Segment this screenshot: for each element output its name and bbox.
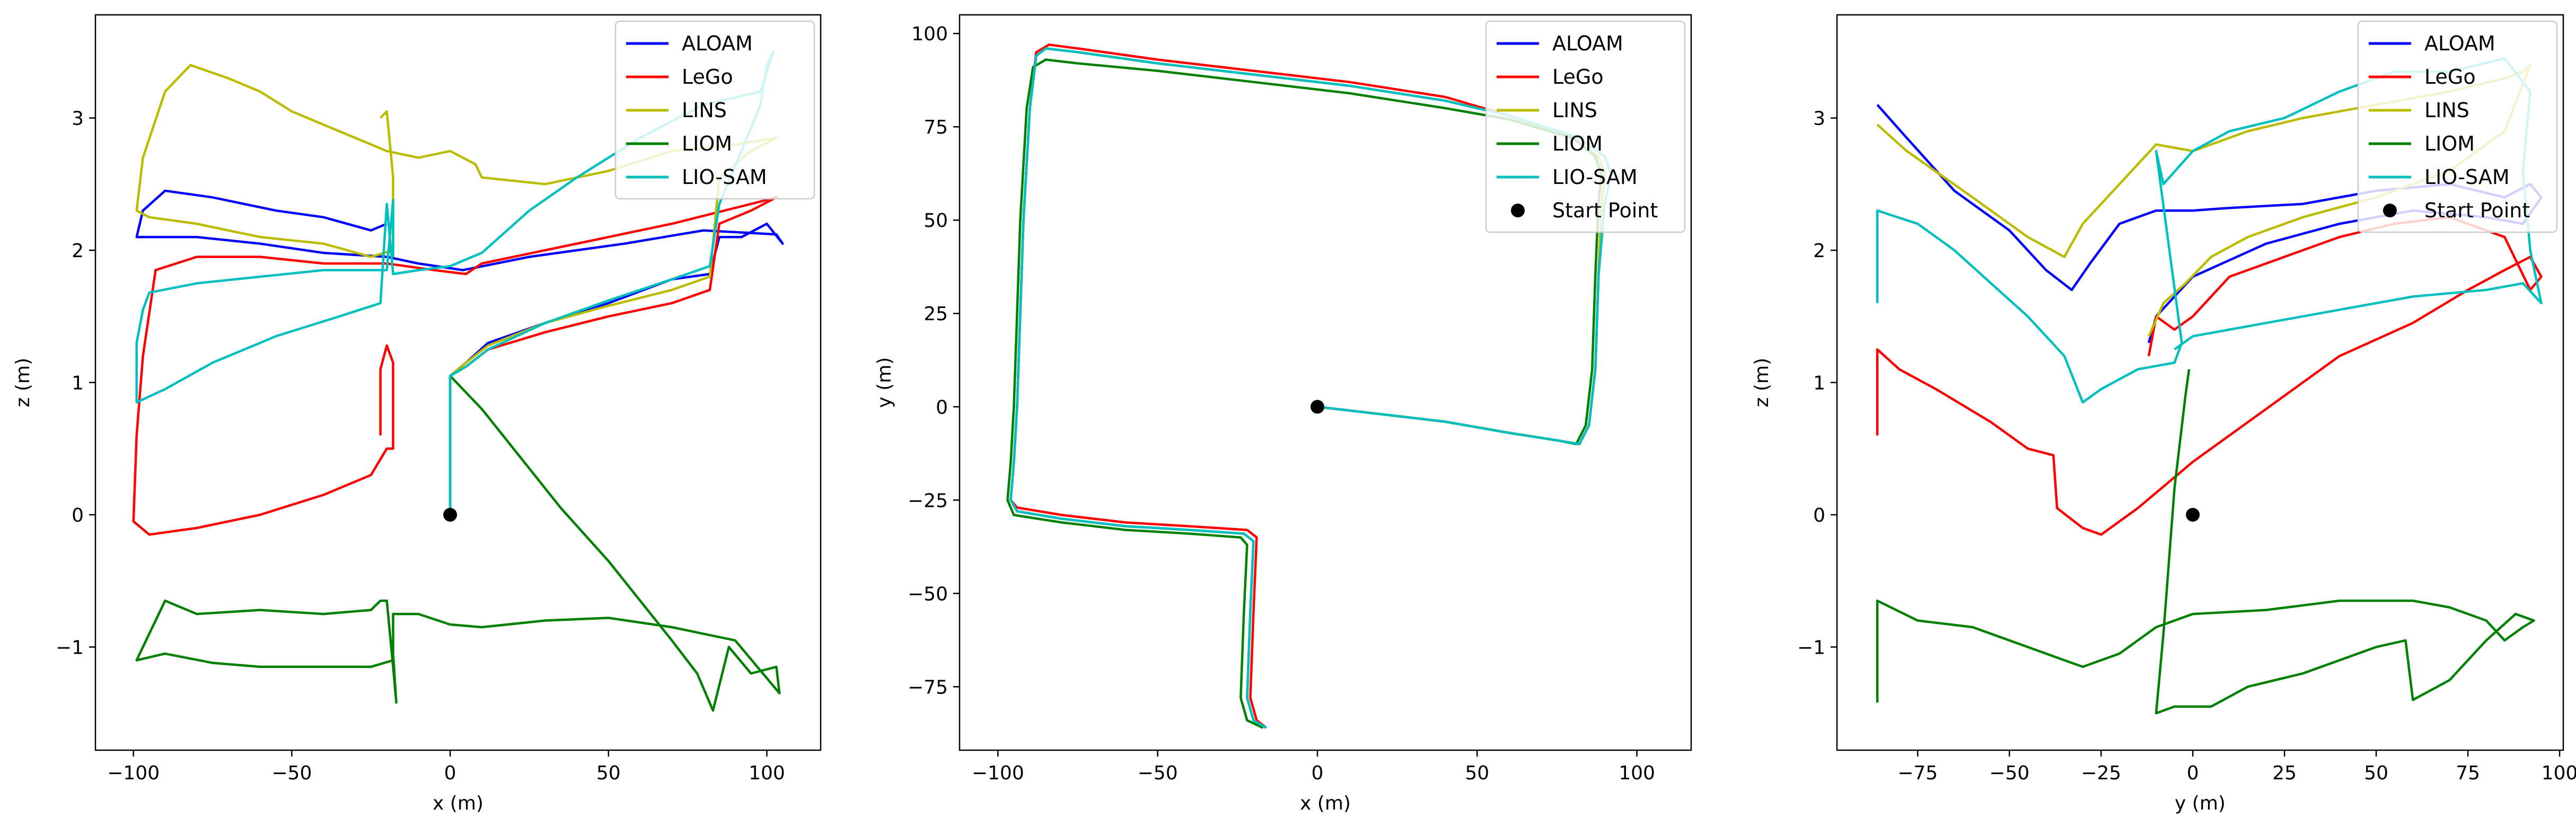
x-tick-label: −100: [107, 762, 160, 784]
y-tick-label: −75: [908, 676, 948, 698]
series-line-liom: [1876, 369, 2535, 715]
x-axis-label: x (m): [1300, 793, 1351, 814]
x-tick-label: 0: [444, 762, 456, 784]
series-line-lego: [1876, 216, 2543, 536]
x-tick-label: 25: [2272, 762, 2297, 784]
x-axis-label: x (m): [433, 793, 483, 814]
series-line-lio-sam: [135, 50, 775, 515]
y-tick-label: 75: [924, 117, 948, 138]
y-tick-label: 50: [924, 210, 948, 232]
legend-label: LINS: [1552, 99, 1597, 122]
legend-label: LeGo: [2424, 65, 2476, 89]
legend-marker-start-point: [2383, 204, 2397, 217]
legend-label: LeGo: [1552, 65, 1604, 89]
legend-label: ALOAM: [1552, 32, 1623, 55]
legend-label: LIOM: [1552, 132, 1603, 155]
legend-label: ALOAM: [682, 32, 753, 55]
start-point-marker: [443, 507, 458, 522]
legend-box: [1485, 20, 1686, 233]
x-tick-label: −50: [1989, 762, 2029, 784]
x-tick-label: 100: [749, 762, 785, 784]
y-tick-label: 3: [72, 108, 84, 130]
x-tick-label: −25: [2081, 762, 2121, 784]
legend-label: LINS: [2424, 99, 2469, 122]
y-tick-label: 3: [1813, 108, 1825, 130]
x-tick-label: 0: [2187, 762, 2199, 784]
legend-label: Start Point: [2424, 199, 2530, 222]
x-tick-label: 50: [596, 762, 621, 784]
series-line-aloam: [135, 189, 784, 515]
legend-box: [2357, 20, 2558, 233]
series-line-lio-sam: [1876, 57, 2543, 404]
legend-marker-start-point: [1511, 204, 1525, 217]
legend: ALOAM LeGo LINS LIOM LIO-SAM: [614, 20, 815, 200]
y-tick-label: 25: [924, 303, 948, 325]
y-axis-label: z (m): [1751, 358, 1773, 408]
legend-label: LINS: [682, 99, 727, 122]
y-tick-label: −1: [56, 637, 84, 658]
legend: ALOAM LeGo LINS LIOM LIO-SAM Start Point: [2357, 20, 2558, 233]
start-point-marker: [2186, 507, 2200, 522]
legend: ALOAM LeGo LINS LIOM LIO-SAM Start Point: [1485, 20, 1686, 233]
y-tick-label: 100: [911, 23, 948, 45]
x-tick-label: −50: [271, 762, 312, 784]
y-tick-label: −25: [908, 490, 948, 512]
x-tick-label: 0: [1311, 762, 1323, 784]
y-tick-label: −1: [1797, 637, 1825, 658]
x-tick-label: −100: [972, 762, 1024, 784]
legend-label: ALOAM: [2424, 32, 2495, 55]
y-axis-label: z (m): [12, 358, 34, 408]
x-tick-label: 100: [1619, 762, 1655, 784]
y-tick-label: 0: [72, 505, 84, 526]
y-axis-label: y (m): [874, 357, 895, 408]
y-tick-label: 0: [936, 397, 948, 418]
series-line-liom: [1006, 58, 1603, 729]
series-line-liom: [135, 375, 781, 712]
series-line-lins: [135, 64, 778, 515]
y-tick-label: 0: [1813, 505, 1825, 526]
x-tick-label: 100: [2542, 762, 2576, 784]
legend-box: [614, 20, 815, 200]
subplot-xz: −100 −50 0 50 100 −1 0 1 2 3 x (m) z (m) ALOAM LeGo LI…: [12, 14, 822, 814]
legend-label: LIO-SAM: [1552, 165, 1638, 189]
y-tick-label: 1: [1813, 373, 1825, 394]
legend-label: LeGo: [682, 65, 733, 89]
y-tick-label: 2: [72, 240, 84, 262]
axes-frame: [959, 14, 1692, 751]
y-tick-label: 2: [1813, 240, 1825, 262]
legend-label: LIO-SAM: [682, 165, 767, 189]
x-tick-label: −50: [1138, 762, 1178, 784]
y-tick-label: −50: [908, 583, 948, 605]
legend-label: LIOM: [2424, 132, 2475, 155]
series-line-lio-sam: [1009, 47, 1613, 729]
x-tick-label: −75: [1897, 762, 1938, 784]
subplot-yz: −75 −50 −25 0 25 50 75 100 −1 0 1 2 3 y (m) z (m) ALOAM…: [1751, 14, 2576, 814]
start-point-marker: [1310, 400, 1324, 414]
x-axis-label: y (m): [2175, 793, 2226, 814]
y-tick-label: 1: [72, 373, 84, 394]
x-tick-label: 50: [2364, 762, 2388, 784]
legend-label: Start Point: [1552, 199, 1658, 222]
subplot-xy: −100 −50 0 50 100 −75 −50 −25 0 25 50 75 100 x (m) y (…: [874, 14, 1692, 814]
legend-label: LIO-SAM: [2424, 165, 2510, 189]
legend-label: LIOM: [682, 132, 732, 155]
x-tick-label: 75: [2456, 762, 2480, 784]
x-tick-label: 50: [1465, 762, 1489, 784]
